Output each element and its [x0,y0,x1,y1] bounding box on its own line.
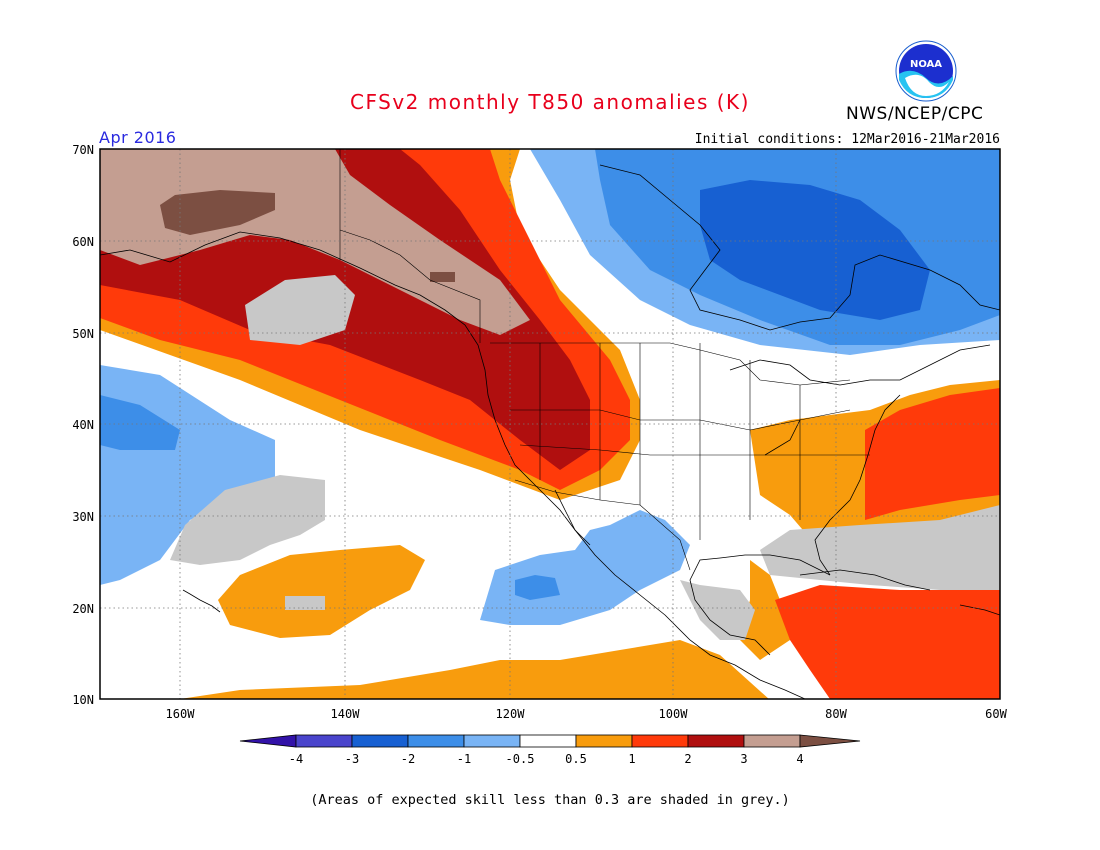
latitude-labels: 70N 60N 50N 40N 30N 20N 10N [72,143,94,707]
skill-grey-hawaii [285,596,325,610]
initial-conditions: Initial conditions: 12Mar2016-21Mar2016 [694,132,1000,147]
skill-grey-pacific [170,475,325,565]
lon-label: 120W [496,707,526,721]
anomaly-region-cold-mexico-mid [515,575,560,600]
lat-label: 70N [72,143,94,157]
legend-swatch [687,734,745,748]
anomaly-field [100,149,1000,699]
legend-swatch [407,734,465,748]
legend-label: 2 [684,752,691,766]
lat-label: 60N [72,235,94,249]
legend-label: 0.5 [565,752,587,766]
color-legend: -4 -3 -2 -1 -0.5 0.5 1 2 3 4 [239,734,861,766]
legend-label: -2 [401,752,415,766]
lat-label: 20N [72,602,94,616]
anomaly-region-warm-hawaii [218,545,425,638]
anomaly-region-warm-brown-small [430,272,455,282]
lon-label: 100W [659,707,689,721]
forecast-month: Apr 2016 [99,128,177,147]
skill-grey-caribbean [760,505,1000,590]
lon-label: 60W [985,707,1007,721]
agency-label: NWS/NCEP/CPC [846,104,984,124]
coastlines [100,164,1000,699]
legend-swatch [743,734,801,748]
lon-label: 160W [166,707,196,721]
legend-swatch [519,734,577,748]
graticule [100,149,1000,699]
noaa-logo-text: NOAA [910,59,942,70]
anomaly-region-warm-caribbean-light [740,560,800,660]
white-gap-east [880,352,1000,385]
lat-label: 30N [72,510,94,524]
legend-arrow-high [799,734,861,748]
lat-label: 50N [72,327,94,341]
legend-label: 3 [740,752,747,766]
lon-label: 140W [331,707,361,721]
anomaly-region-warm-caribbean [775,585,1000,699]
lat-label: 10N [72,693,94,707]
skill-grey-alaska [245,275,355,345]
legend-label: -0.5 [506,752,535,766]
anomaly-region-cold-dark [700,180,930,320]
anomaly-region-warm-south [180,640,769,699]
legend-swatch [575,734,633,748]
legend-label: 1 [628,752,635,766]
skill-grey-gulf [680,580,755,640]
footnote: (Areas of expected skill less than 0.3 a… [310,792,790,808]
anomaly-region-warm-brown [160,190,275,235]
legend-label: -4 [289,752,303,766]
anomaly-region-cold-pacific-mid [100,395,180,450]
legend-swatch [463,734,521,748]
lat-label: 40N [72,418,94,432]
longitude-labels: 160W 140W 120W 100W 80W 60W [166,707,1008,721]
anomaly-region-warm-atlantic [865,388,1000,520]
legend-label: -3 [345,752,359,766]
legend-swatch [631,734,689,748]
legend-arrow-low [239,734,297,748]
lon-label: 80W [825,707,847,721]
legend-swatch [351,734,409,748]
legend-label: 4 [796,752,803,766]
political-borders [339,149,870,571]
map-frame [99,148,1001,700]
legend-label: -1 [457,752,471,766]
noaa-logo: NOAA [895,40,957,102]
legend-swatch [295,734,353,748]
chart-title: CFSv2 monthly T850 anomalies (K) [350,90,750,114]
